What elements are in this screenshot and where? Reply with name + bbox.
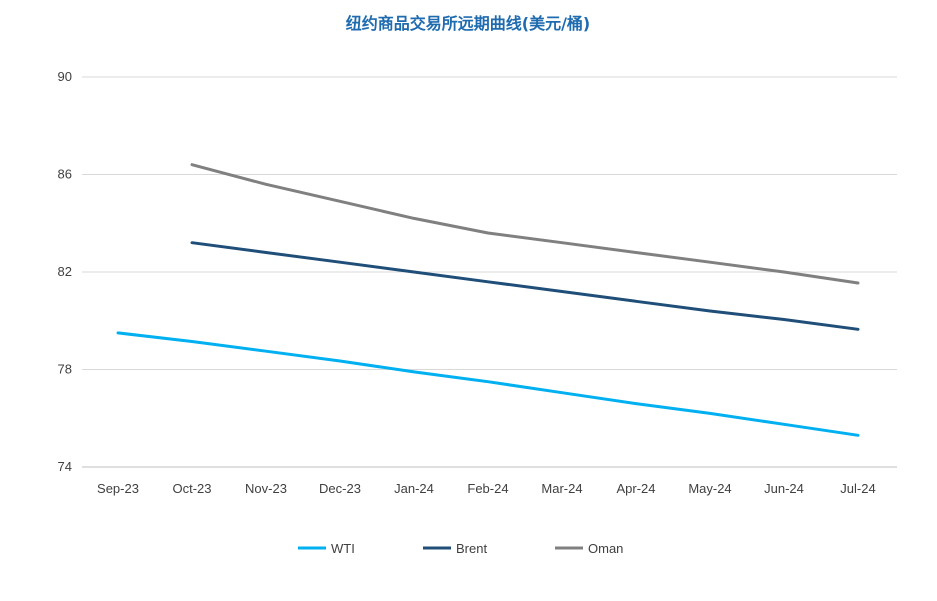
chart-title: 纽约商品交易所远期曲线(美元/桶)	[346, 14, 590, 33]
x-tick-label: Nov-23	[245, 481, 287, 496]
y-tick-label: 90	[58, 69, 72, 84]
x-tick-label: May-24	[688, 481, 731, 496]
legend-label-oman: Oman	[588, 541, 623, 556]
x-tick-label: Sep-23	[97, 481, 139, 496]
y-tick-label: 74	[58, 459, 72, 474]
x-tick-label: Dec-23	[319, 481, 361, 496]
legend-label-wti: WTI	[331, 541, 355, 556]
x-tick-label: Jun-24	[764, 481, 804, 496]
legend-item-oman: Oman	[555, 541, 623, 556]
gridlines	[82, 76, 897, 468]
legend-item-wti: WTI	[298, 541, 355, 556]
y-axis-tick-labels: 74 78 82 86 90	[58, 69, 72, 474]
series-line-wti	[116, 331, 860, 437]
y-tick-label: 78	[58, 362, 72, 377]
legend-label-brent: Brent	[456, 541, 487, 556]
x-tick-label: Jul-24	[840, 481, 875, 496]
series-oman	[190, 163, 860, 285]
x-tick-label: Jan-24	[394, 481, 434, 496]
series-wti	[116, 331, 860, 437]
y-tick-label: 86	[58, 167, 72, 182]
series-line-oman	[190, 163, 860, 285]
x-tick-label: Mar-24	[541, 481, 582, 496]
y-tick-label: 82	[58, 264, 72, 279]
x-tick-label: Feb-24	[467, 481, 508, 496]
series-line-brent	[190, 241, 860, 331]
series-lines	[116, 163, 860, 437]
x-tick-label: Apr-24	[616, 481, 655, 496]
legend: WTI Brent Oman	[298, 541, 623, 556]
x-tick-label: Oct-23	[172, 481, 211, 496]
x-axis-tick-labels: Sep-23 Oct-23 Nov-23 Dec-23 Jan-24 Feb-24 Mar-…	[97, 481, 876, 496]
series-brent	[190, 241, 860, 331]
legend-item-brent: Brent	[423, 541, 487, 556]
